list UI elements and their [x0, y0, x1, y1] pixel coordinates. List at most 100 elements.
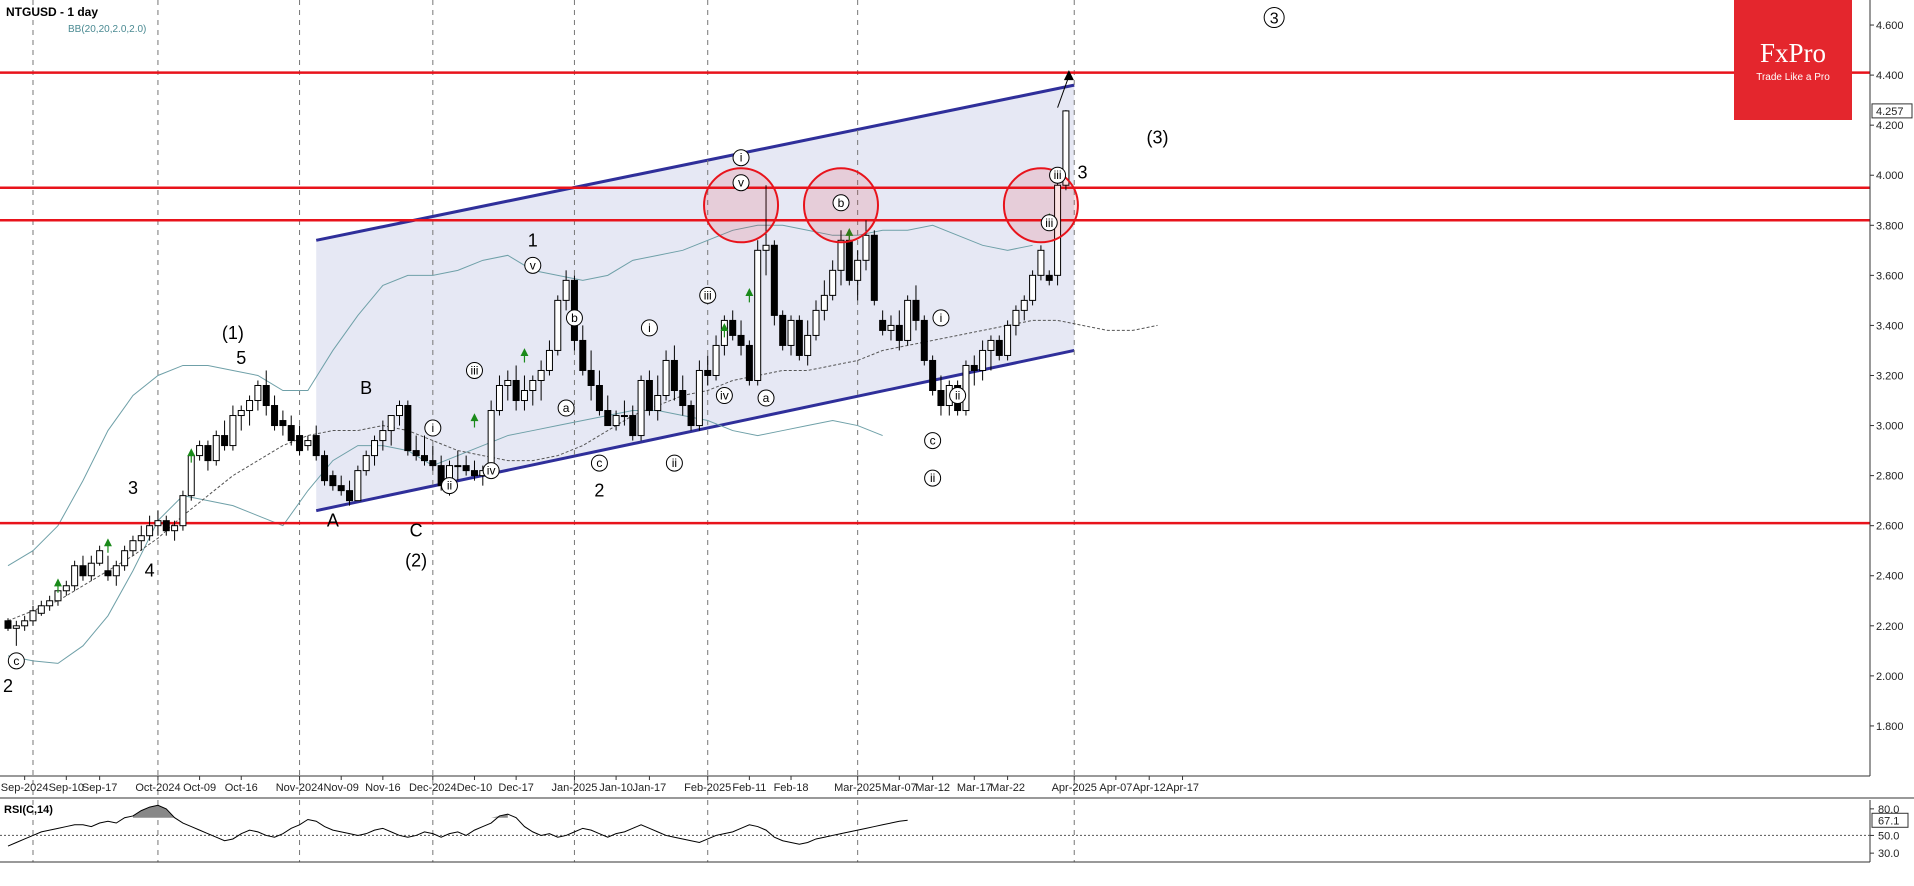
- wave-label-text: i: [940, 311, 943, 325]
- candle-down: [412, 450, 420, 457]
- candle-down: [687, 405, 695, 427]
- level-lines: [0, 71, 1870, 525]
- candle-down: [579, 339, 587, 371]
- candle-up: [254, 384, 262, 402]
- candle-down: [587, 369, 595, 386]
- wave-label-text: 4: [145, 561, 155, 581]
- wave-label-circle: [715, 387, 733, 405]
- highlight-circle: [1002, 167, 1079, 244]
- candle-up: [112, 565, 120, 577]
- candle-up: [862, 234, 870, 261]
- candle-up: [146, 525, 154, 537]
- rsi-panel: 80.050.030.067.1: [0, 797, 1914, 863]
- wave-label-circle: [424, 419, 442, 437]
- candle-up: [362, 455, 370, 472]
- candle-up: [545, 349, 553, 371]
- candle-up: [87, 562, 95, 577]
- up-arrow-marker: [103, 538, 112, 553]
- candle-up: [154, 520, 162, 527]
- candle-down: [162, 520, 170, 532]
- candle-down: [745, 344, 753, 381]
- candle-up: [354, 470, 362, 502]
- x-tick-label: Jan-17: [633, 782, 667, 794]
- candle-down: [104, 570, 112, 577]
- candle-down: [995, 339, 1003, 356]
- candle-up: [1054, 184, 1062, 276]
- candle-down: [912, 299, 920, 321]
- candle-down: [670, 359, 678, 392]
- candle-up: [487, 410, 495, 472]
- wave-label-text: 1: [528, 230, 538, 250]
- up-arrow-marker: [745, 288, 754, 303]
- candle-up: [854, 259, 862, 281]
- wave-label-circle: [7, 652, 25, 670]
- candle-up: [495, 384, 503, 412]
- y-tick-label: 4.000: [1876, 170, 1904, 182]
- candle-up: [1029, 274, 1037, 301]
- candle-up: [520, 390, 528, 402]
- fxpro-logo[interactable]: FxPro Trade Like a Pro: [1734, 0, 1852, 120]
- x-tick-label: Mar-12: [915, 782, 950, 794]
- candle-up: [96, 550, 104, 564]
- candle-down: [779, 314, 787, 346]
- up-arrow-marker: [470, 413, 479, 428]
- y-tick-label: 3.600: [1876, 270, 1904, 282]
- wave-label-text: ii: [955, 389, 960, 403]
- wave-label-circle: [440, 477, 458, 495]
- x-tick-label: Mar-22: [990, 782, 1025, 794]
- candles: [4, 110, 1070, 646]
- candle-up: [537, 369, 545, 381]
- bb-middle-line: [7, 319, 1158, 622]
- candle-up: [212, 435, 220, 462]
- candle-down: [970, 364, 978, 371]
- wave-label-circle: [757, 389, 775, 407]
- candle-up: [620, 415, 628, 418]
- channel-fill: [316, 85, 1075, 511]
- y-tick-label: 3.000: [1876, 421, 1904, 433]
- rsi-current-box: [1871, 812, 1909, 828]
- candle-down: [462, 465, 470, 472]
- candle-down: [870, 234, 878, 301]
- candle-down: [79, 565, 87, 577]
- candle-down: [729, 319, 737, 336]
- candle-down: [204, 445, 212, 462]
- candle-up: [612, 415, 620, 427]
- candle-down: [595, 384, 603, 412]
- wave-label-circle: [924, 469, 942, 487]
- x-tick-label: Dec-2024: [409, 782, 457, 794]
- candle-down: [512, 379, 520, 402]
- candle-down: [879, 319, 887, 331]
- candle-down: [287, 425, 295, 442]
- bb-lower-band: [7, 410, 883, 664]
- candle-up: [379, 430, 387, 442]
- candle-down: [604, 410, 612, 427]
- y-tick-label: 4.600: [1876, 20, 1904, 32]
- wave-label-text: iii: [1054, 168, 1062, 182]
- wave-label-text: a: [563, 401, 570, 415]
- wave-label-text: b: [571, 311, 578, 325]
- candle-up: [887, 324, 895, 331]
- target-arrow-line: [1057, 75, 1070, 108]
- wave-label-text: (2): [405, 551, 427, 571]
- wave-label-text: c: [930, 434, 936, 448]
- x-tick-label: Feb-11: [732, 782, 766, 794]
- candle-up: [12, 625, 20, 629]
- wave-label-text: iii: [470, 363, 478, 377]
- x-tick-label: Oct-16: [225, 782, 258, 794]
- x-tick-label: Apr-07: [1099, 782, 1132, 794]
- x-tick-label: Apr-12: [1133, 782, 1166, 794]
- up-arrow-marker: [520, 348, 529, 363]
- wave-label-text: i: [740, 151, 743, 165]
- wave-label-circle: [482, 462, 500, 480]
- x-tick-label: Nov-09: [323, 782, 358, 794]
- candle-up: [137, 535, 145, 542]
- candle-up: [454, 465, 462, 468]
- y-tick-label: 3.200: [1876, 370, 1904, 382]
- candle-up: [29, 610, 37, 622]
- up-arrow-marker: [54, 578, 62, 593]
- candle-down: [429, 460, 437, 467]
- wave-label-circle: [699, 286, 717, 304]
- target-arrow-head: [1063, 70, 1074, 81]
- wave-label-circle: [1049, 166, 1067, 184]
- candle-down: [679, 390, 687, 407]
